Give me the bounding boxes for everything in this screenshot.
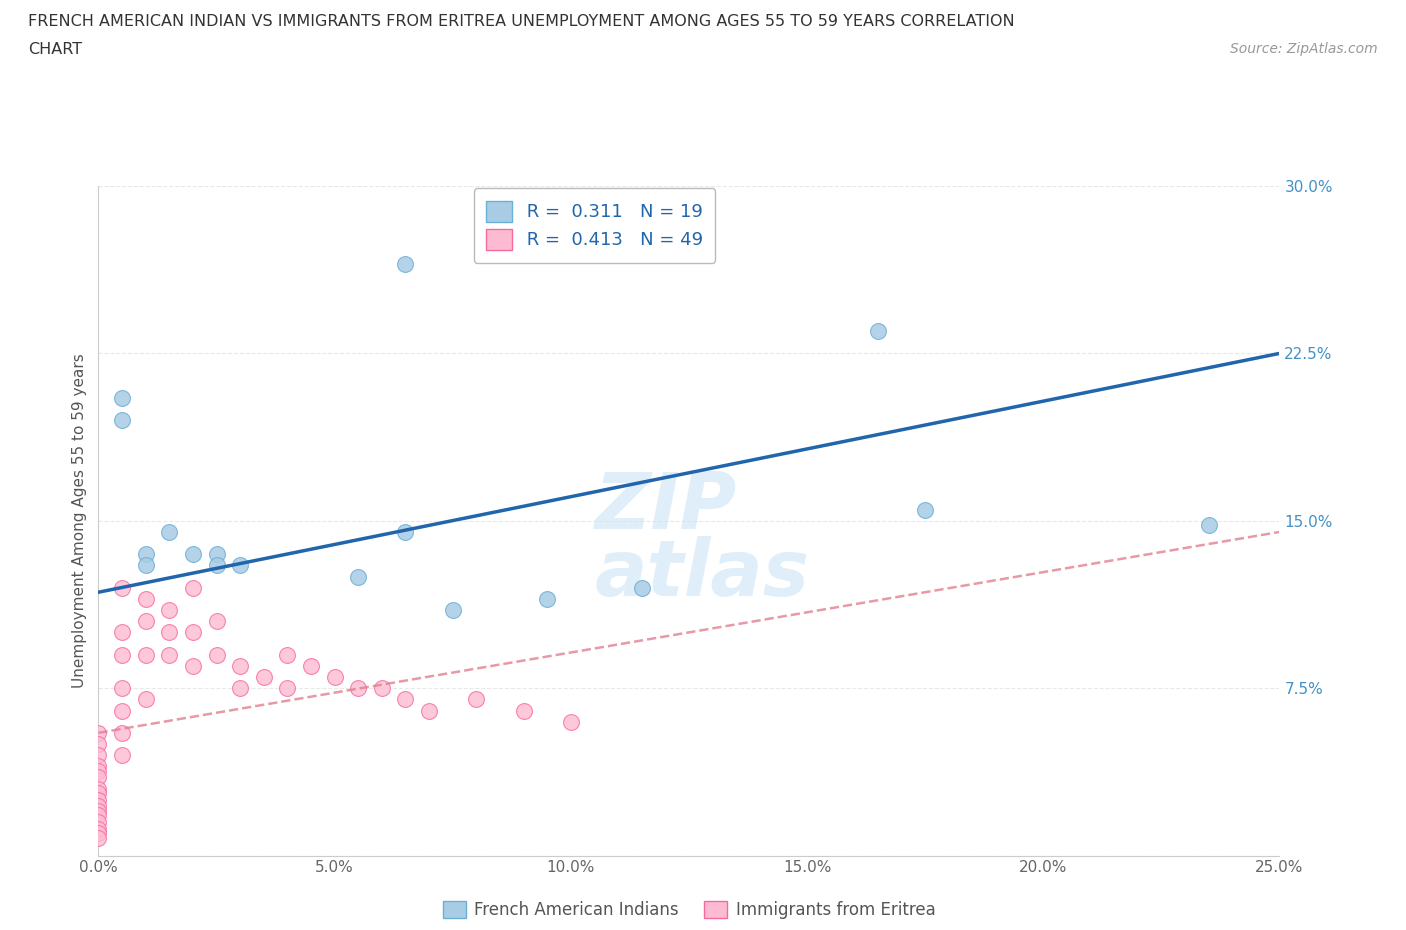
Point [536,591,558,606]
Point [465,692,488,707]
Point [157,525,180,539]
Point [111,391,134,405]
Text: CHART: CHART [28,42,82,57]
Point [87,786,110,801]
Point [111,703,134,718]
Point [205,558,228,573]
Point [87,821,110,836]
Point [87,799,110,814]
Point [111,725,134,740]
Point [87,804,110,818]
Point [111,647,134,662]
Point [135,614,157,629]
Point [253,670,276,684]
Point [512,703,534,718]
Point [181,625,204,640]
Point [157,625,180,640]
Point [1198,518,1220,533]
Point [229,558,252,573]
Point [157,603,180,618]
Point [229,681,252,696]
Point [135,558,157,573]
Point [87,830,110,845]
Point [371,681,394,696]
Point [87,808,110,823]
Point [441,603,464,618]
Point [87,748,110,763]
Point [181,658,204,673]
Point [560,714,582,729]
Point [111,748,134,763]
Point [418,703,440,718]
Point [87,792,110,807]
Point [394,525,416,539]
Point [866,324,889,339]
Point [276,647,298,662]
Point [157,647,180,662]
Text: ZIP: ZIP [595,470,737,545]
Point [205,647,228,662]
Point [87,725,110,740]
Point [111,681,134,696]
Point [205,547,228,562]
Point [87,759,110,774]
Point [87,826,110,841]
Point [394,692,416,707]
Point [394,257,416,272]
Point [229,658,252,673]
Point [347,569,370,584]
Point [630,580,652,595]
Point [678,212,700,227]
Point [914,502,936,517]
Point [323,670,346,684]
Text: FRENCH AMERICAN INDIAN VS IMMIGRANTS FROM ERITREA UNEMPLOYMENT AMONG AGES 55 TO : FRENCH AMERICAN INDIAN VS IMMIGRANTS FRO… [28,14,1015,29]
Point [135,647,157,662]
Legend: French American Indians, Immigrants from Eritrea: French American Indians, Immigrants from… [434,893,943,927]
Point [87,737,110,751]
Point [87,815,110,830]
Point [135,591,157,606]
Point [299,658,322,673]
Point [181,580,204,595]
Point [111,413,134,428]
Point [135,547,157,562]
Point [87,781,110,796]
Point [111,625,134,640]
Point [347,681,370,696]
Point [87,764,110,778]
Point [276,681,298,696]
Y-axis label: Unemployment Among Ages 55 to 59 years: Unemployment Among Ages 55 to 59 years [72,353,87,688]
Text: Source: ZipAtlas.com: Source: ZipAtlas.com [1230,42,1378,56]
Point [205,614,228,629]
Point [181,547,204,562]
Point [111,580,134,595]
Text: atlas: atlas [595,537,810,612]
Point [87,770,110,785]
Point [135,692,157,707]
